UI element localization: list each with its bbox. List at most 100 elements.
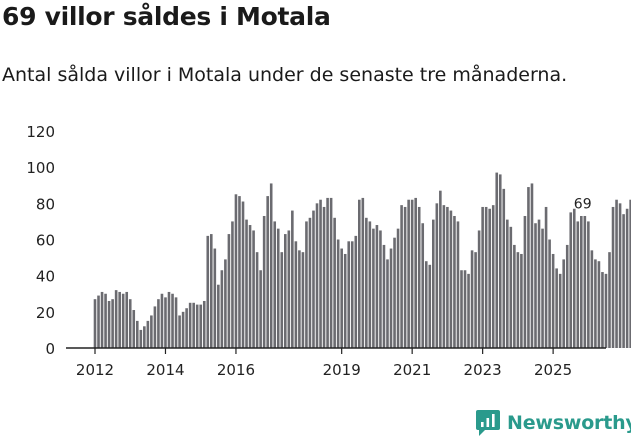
bar xyxy=(386,259,389,348)
bar xyxy=(467,273,470,348)
bar xyxy=(629,199,631,348)
bar xyxy=(146,320,150,349)
bar xyxy=(347,241,351,348)
bar xyxy=(491,205,495,348)
bar xyxy=(498,174,502,348)
y-tick-label: 80 xyxy=(36,195,55,213)
bar xyxy=(421,223,425,348)
bar xyxy=(594,259,597,348)
bar xyxy=(333,217,336,348)
annotation-latest-value: 69 xyxy=(574,196,592,212)
brand-name: Newsworthy xyxy=(507,412,631,434)
bar xyxy=(252,230,255,348)
x-tick-label: 2021 xyxy=(393,361,431,379)
bar xyxy=(199,304,203,348)
bar xyxy=(414,197,417,348)
bar xyxy=(266,196,269,348)
bar xyxy=(379,230,382,348)
bar xyxy=(135,320,139,349)
bar xyxy=(234,194,238,348)
bar xyxy=(372,228,375,348)
bar xyxy=(224,259,227,348)
bar xyxy=(178,315,181,348)
bar xyxy=(132,310,136,348)
bar xyxy=(291,210,294,348)
bar xyxy=(255,252,259,348)
bar xyxy=(558,273,562,348)
bar xyxy=(551,253,555,348)
bar xyxy=(312,210,315,348)
bar-series xyxy=(93,172,631,349)
bar xyxy=(424,261,428,348)
y-tick-label: 0 xyxy=(45,340,55,358)
bar xyxy=(269,183,273,348)
bar xyxy=(118,291,121,348)
bar xyxy=(185,308,188,348)
page-title: 69 villor såldes i Motala xyxy=(2,2,331,31)
bar xyxy=(97,295,100,348)
bar xyxy=(530,183,534,348)
bar xyxy=(259,270,262,348)
bar xyxy=(188,302,192,348)
bar xyxy=(220,270,224,348)
bar xyxy=(100,291,104,348)
bar xyxy=(470,250,474,348)
bar xyxy=(481,206,484,348)
bar xyxy=(389,248,393,348)
bar xyxy=(439,190,442,348)
y-axis: 0 20 40 60 80 100 120 xyxy=(26,123,55,358)
bar xyxy=(305,221,308,348)
bar xyxy=(520,253,523,348)
y-tick-label: 20 xyxy=(36,304,55,322)
bar xyxy=(460,270,463,348)
y-tick-label: 40 xyxy=(36,268,55,286)
x-tick-label: 2023 xyxy=(464,361,502,379)
bar xyxy=(195,304,199,348)
bar xyxy=(555,268,558,348)
bar xyxy=(322,206,326,348)
bar xyxy=(622,214,625,348)
newsworthy-logo: Newsworthy xyxy=(476,409,631,437)
bar xyxy=(280,252,284,348)
bar xyxy=(361,197,365,348)
bar xyxy=(562,259,565,348)
bar xyxy=(241,201,245,348)
bar xyxy=(502,188,506,348)
bar xyxy=(548,239,551,348)
bar xyxy=(615,199,618,348)
bar xyxy=(527,187,530,348)
bar xyxy=(217,284,220,348)
newsworthy-logo-icon xyxy=(476,410,500,436)
bar xyxy=(336,239,340,348)
bar xyxy=(537,219,541,348)
bar xyxy=(301,252,305,348)
bar xyxy=(513,244,516,348)
bar xyxy=(618,203,622,348)
bar xyxy=(583,215,587,348)
bar xyxy=(160,293,164,348)
bar xyxy=(407,199,410,348)
bar xyxy=(432,219,435,348)
bar xyxy=(393,237,396,348)
bar xyxy=(534,223,537,348)
bar xyxy=(368,221,372,348)
bar xyxy=(111,299,114,348)
bar xyxy=(463,270,467,348)
bar xyxy=(164,297,167,348)
bar xyxy=(541,228,544,348)
bar xyxy=(231,221,234,348)
bar xyxy=(611,206,615,348)
annotations: 69 xyxy=(574,196,592,212)
y-tick-label: 100 xyxy=(26,159,55,177)
bar xyxy=(449,210,453,348)
x-tick-label: 2014 xyxy=(146,361,184,379)
bar xyxy=(400,205,403,348)
bar xyxy=(125,291,129,348)
bar xyxy=(171,293,174,348)
bar xyxy=(428,264,432,348)
bar xyxy=(396,228,400,348)
bar xyxy=(608,252,611,348)
bar xyxy=(435,203,439,348)
bar xyxy=(192,302,195,348)
